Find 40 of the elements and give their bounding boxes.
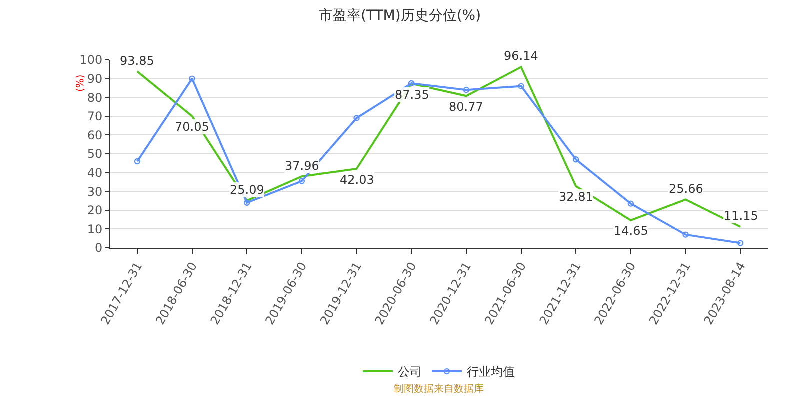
y-tick-label: 50 — [87, 147, 103, 162]
legend-label: 行业均值 — [467, 365, 515, 380]
y-tick-label: 60 — [87, 128, 103, 142]
y-tick-label: 40 — [87, 166, 103, 180]
text: 制图数据来自数据库 — [394, 383, 484, 395]
data-label: 70.05 — [175, 120, 210, 134]
point — [408, 80, 415, 87]
data-label: 87.35 — [395, 88, 430, 102]
point — [298, 178, 306, 184]
data-label: 96.14 — [504, 49, 538, 63]
y-tick-label: 0 — [94, 241, 103, 256]
y-tick-label: 10 — [87, 222, 103, 236]
y-tick-label: 30 — [87, 184, 103, 199]
point — [737, 240, 744, 246]
point — [518, 83, 524, 90]
point — [463, 86, 470, 94]
data-label: 25.66 — [669, 182, 704, 196]
data-label: 32.81 — [559, 190, 594, 204]
point — [134, 158, 141, 165]
y-tick-label: 90 — [87, 72, 103, 86]
point — [189, 76, 196, 82]
data-label: 25.09 — [230, 183, 264, 197]
point — [628, 200, 634, 207]
point — [354, 115, 360, 122]
y-tick-label: 100 — [80, 53, 103, 68]
y-tick-label: 20 — [87, 204, 103, 218]
point — [572, 156, 580, 163]
data-label: 37.96 — [285, 159, 320, 173]
legend-label: 公司 — [398, 365, 422, 380]
point — [244, 200, 250, 206]
y-tick-label: 70 — [87, 110, 103, 124]
y-axis-title: (%) — [76, 74, 87, 92]
point — [682, 232, 689, 238]
data-label: 80.77 — [449, 100, 484, 114]
data-label: 11.15 — [724, 209, 758, 223]
data-label: 42.03 — [340, 173, 374, 187]
chart-title: 市盈率(TTM)历史分位(%) — [318, 8, 482, 24]
data-label: 14.65 — [614, 224, 648, 238]
y-tick-label: 80 — [87, 90, 103, 105]
data-label: 93.85 — [120, 54, 154, 68]
